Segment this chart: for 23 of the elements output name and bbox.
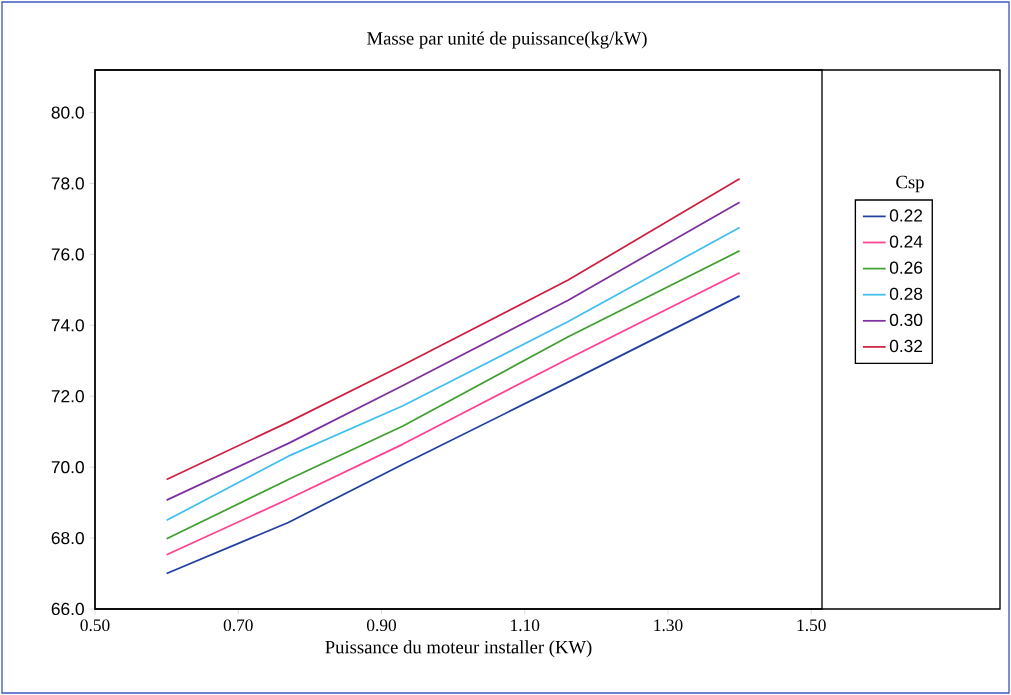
y-tick-label: 66.0 xyxy=(51,602,84,616)
x-tick-label: 1.50 xyxy=(797,619,826,632)
legend-label: 0.22 xyxy=(889,209,923,222)
y-tick-label: 70.0 xyxy=(51,461,84,474)
x-tick-label: 0.50 xyxy=(80,619,110,632)
x-tick-label: 0.70 xyxy=(223,619,253,632)
legend-label: 0.30 xyxy=(889,313,923,327)
x-tick-label: 0.90 xyxy=(367,619,397,632)
y-tick-label: 74.0 xyxy=(51,319,84,332)
legend-label: 0.24 xyxy=(889,235,923,248)
y-tick-label: 76.0 xyxy=(51,248,84,261)
y-tick-label: 72.0 xyxy=(51,390,84,403)
legend-label: 0.32 xyxy=(889,339,923,353)
x-tick-label: 1.10 xyxy=(511,619,540,632)
y-tick-label: 78.0 xyxy=(51,177,84,190)
chart-title: Masse par unité de puissance(kg/kW) xyxy=(367,31,647,49)
y-tick-label: 80.0 xyxy=(51,106,84,119)
x-tick-label: 1.30 xyxy=(654,619,683,632)
y-tick-label: 68.0 xyxy=(51,531,84,545)
x-axis-title: Puissance du moteur installer (KW) xyxy=(325,640,592,658)
legend-label: 0.28 xyxy=(889,287,923,300)
legend-title: Csp xyxy=(896,175,924,193)
legend-label: 0.26 xyxy=(889,261,923,274)
